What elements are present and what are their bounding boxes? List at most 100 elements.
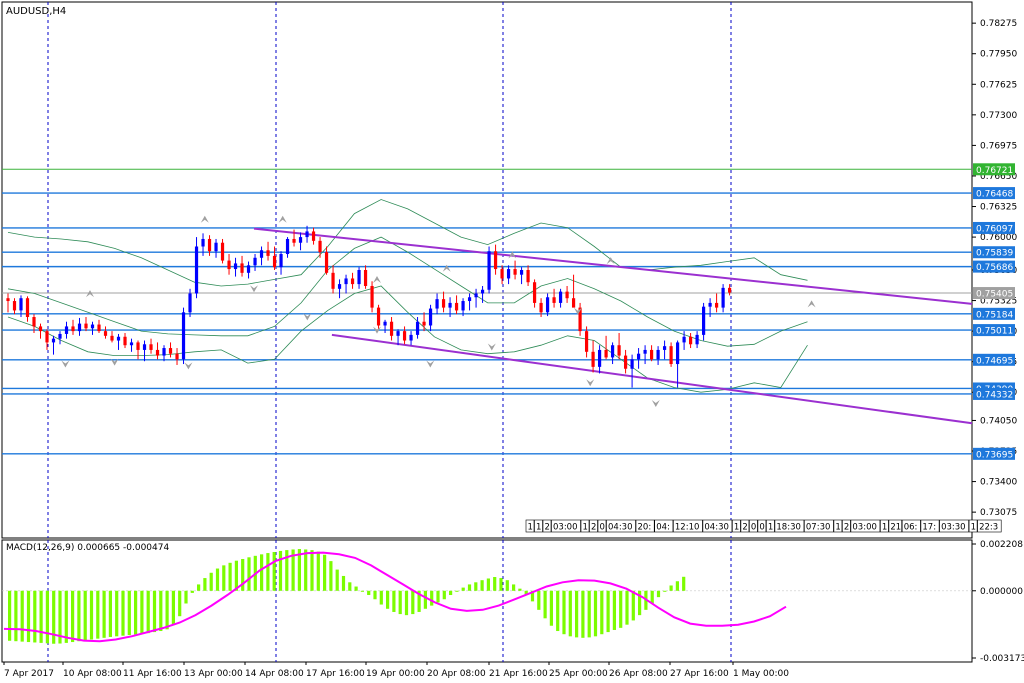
time-box-label: 2 bbox=[742, 523, 747, 533]
candle-body bbox=[129, 342, 134, 346]
fractal-up-icon bbox=[807, 300, 816, 308]
candle-body bbox=[103, 331, 108, 336]
candle-body bbox=[220, 242, 225, 261]
axes: 0.78275 0.77950 0.77625 0.77300 0.76975 0.766… bbox=[3, 19, 1024, 679]
macd-bar bbox=[675, 581, 679, 591]
level-price-label: 0.75184 bbox=[976, 310, 1013, 320]
candle-body bbox=[311, 231, 316, 241]
candle-body bbox=[45, 331, 49, 343]
candle-body bbox=[597, 349, 602, 367]
macd-bar bbox=[209, 572, 213, 591]
macd-bar bbox=[83, 590, 87, 641]
macd-bar bbox=[682, 576, 686, 591]
candle-body bbox=[701, 306, 706, 335]
fractal-down-icon bbox=[250, 285, 258, 293]
candle-body bbox=[461, 301, 465, 311]
macd-frame bbox=[1, 539, 973, 663]
macd-bar bbox=[115, 590, 119, 637]
level-price-box bbox=[973, 353, 1015, 366]
time-box bbox=[702, 519, 733, 533]
macd-bar bbox=[373, 590, 377, 600]
macd-bar bbox=[134, 590, 138, 635]
candle-body bbox=[227, 260, 231, 270]
time-box-label: 0 bbox=[759, 523, 764, 533]
candle-body bbox=[435, 299, 439, 309]
macd-tick-label: -0.003173 bbox=[980, 654, 1024, 664]
macd-bar bbox=[638, 590, 642, 616]
macd-bar bbox=[581, 590, 585, 638]
candle-body bbox=[545, 297, 550, 313]
candle-body bbox=[162, 348, 166, 356]
fractal-up-icon bbox=[200, 215, 209, 223]
candle-body bbox=[175, 353, 179, 360]
level-price-box bbox=[973, 221, 1015, 234]
level-price-box bbox=[973, 163, 1015, 176]
macd-bar bbox=[58, 590, 62, 644]
candle-body bbox=[441, 299, 446, 308]
level-price-box bbox=[973, 287, 1015, 300]
macd-bar bbox=[152, 590, 157, 633]
macd-bar bbox=[197, 584, 201, 591]
candle-body bbox=[233, 263, 238, 270]
level-price-box bbox=[973, 246, 1015, 259]
time-box bbox=[939, 519, 969, 533]
candle-body bbox=[272, 255, 277, 268]
level-price-label: 0.75839 bbox=[976, 249, 1013, 259]
time-box bbox=[842, 519, 851, 533]
candle-body bbox=[357, 270, 361, 285]
macd-bar bbox=[512, 584, 516, 591]
time-box-label: 1 bbox=[882, 523, 887, 533]
macd-bar bbox=[39, 590, 43, 643]
candle-body bbox=[84, 323, 88, 329]
macd-bar bbox=[71, 590, 75, 643]
fractal-up-icon bbox=[373, 275, 381, 283]
macd-bar bbox=[146, 590, 150, 634]
macd-bar bbox=[619, 590, 623, 628]
candle-body bbox=[487, 251, 491, 290]
candle-body bbox=[474, 293, 478, 298]
price-frame bbox=[1, 1, 973, 539]
candle-body bbox=[506, 269, 511, 279]
candle-body bbox=[201, 238, 205, 247]
macd-bar bbox=[285, 550, 289, 591]
candle-body bbox=[500, 269, 504, 279]
time-box bbox=[833, 519, 843, 533]
time-box bbox=[888, 519, 903, 533]
time-tick-label: 25 Apr 00:00 bbox=[549, 669, 608, 679]
macd-bar bbox=[430, 590, 434, 606]
candle-body bbox=[467, 297, 472, 302]
macd-bar bbox=[625, 590, 629, 625]
candle-body bbox=[97, 324, 101, 332]
candle-body bbox=[662, 346, 667, 350]
time-box-label: 1 bbox=[971, 523, 976, 533]
fractal-down-icon bbox=[184, 362, 193, 370]
macd-bar bbox=[505, 580, 509, 591]
time-tick-label: 19 Apr 00:00 bbox=[366, 669, 425, 679]
bollinger-middle bbox=[7, 236, 808, 347]
time-tick-label: 20 Apr 08:00 bbox=[427, 669, 486, 679]
candle-body bbox=[324, 252, 329, 273]
macd-bar bbox=[449, 590, 453, 596]
candle-body bbox=[188, 293, 192, 313]
time-box-label: 1 bbox=[583, 523, 588, 533]
macd-bar bbox=[178, 590, 182, 617]
time-tick-label: 13 Apr 00:00 bbox=[184, 669, 243, 679]
macd-bar bbox=[568, 590, 572, 637]
macd-bar bbox=[530, 590, 535, 602]
level-price-box bbox=[973, 447, 1015, 460]
channel-line bbox=[331, 333, 973, 425]
macd-bar bbox=[379, 590, 383, 605]
macd-bar bbox=[127, 590, 131, 636]
candle-body bbox=[12, 301, 17, 311]
macd-bar bbox=[461, 587, 465, 591]
time-tick-label: 11 Apr 16:00 bbox=[123, 669, 182, 679]
fractal-up-icon bbox=[86, 290, 94, 298]
price-tick-label: 0.74050 bbox=[980, 416, 1017, 426]
candle-body bbox=[149, 344, 153, 350]
candle-body bbox=[448, 302, 452, 308]
candle-body bbox=[292, 238, 296, 243]
candle-body bbox=[688, 336, 693, 345]
macd-bar bbox=[335, 569, 339, 591]
macd-bar bbox=[190, 590, 194, 593]
candle-body bbox=[656, 349, 660, 360]
